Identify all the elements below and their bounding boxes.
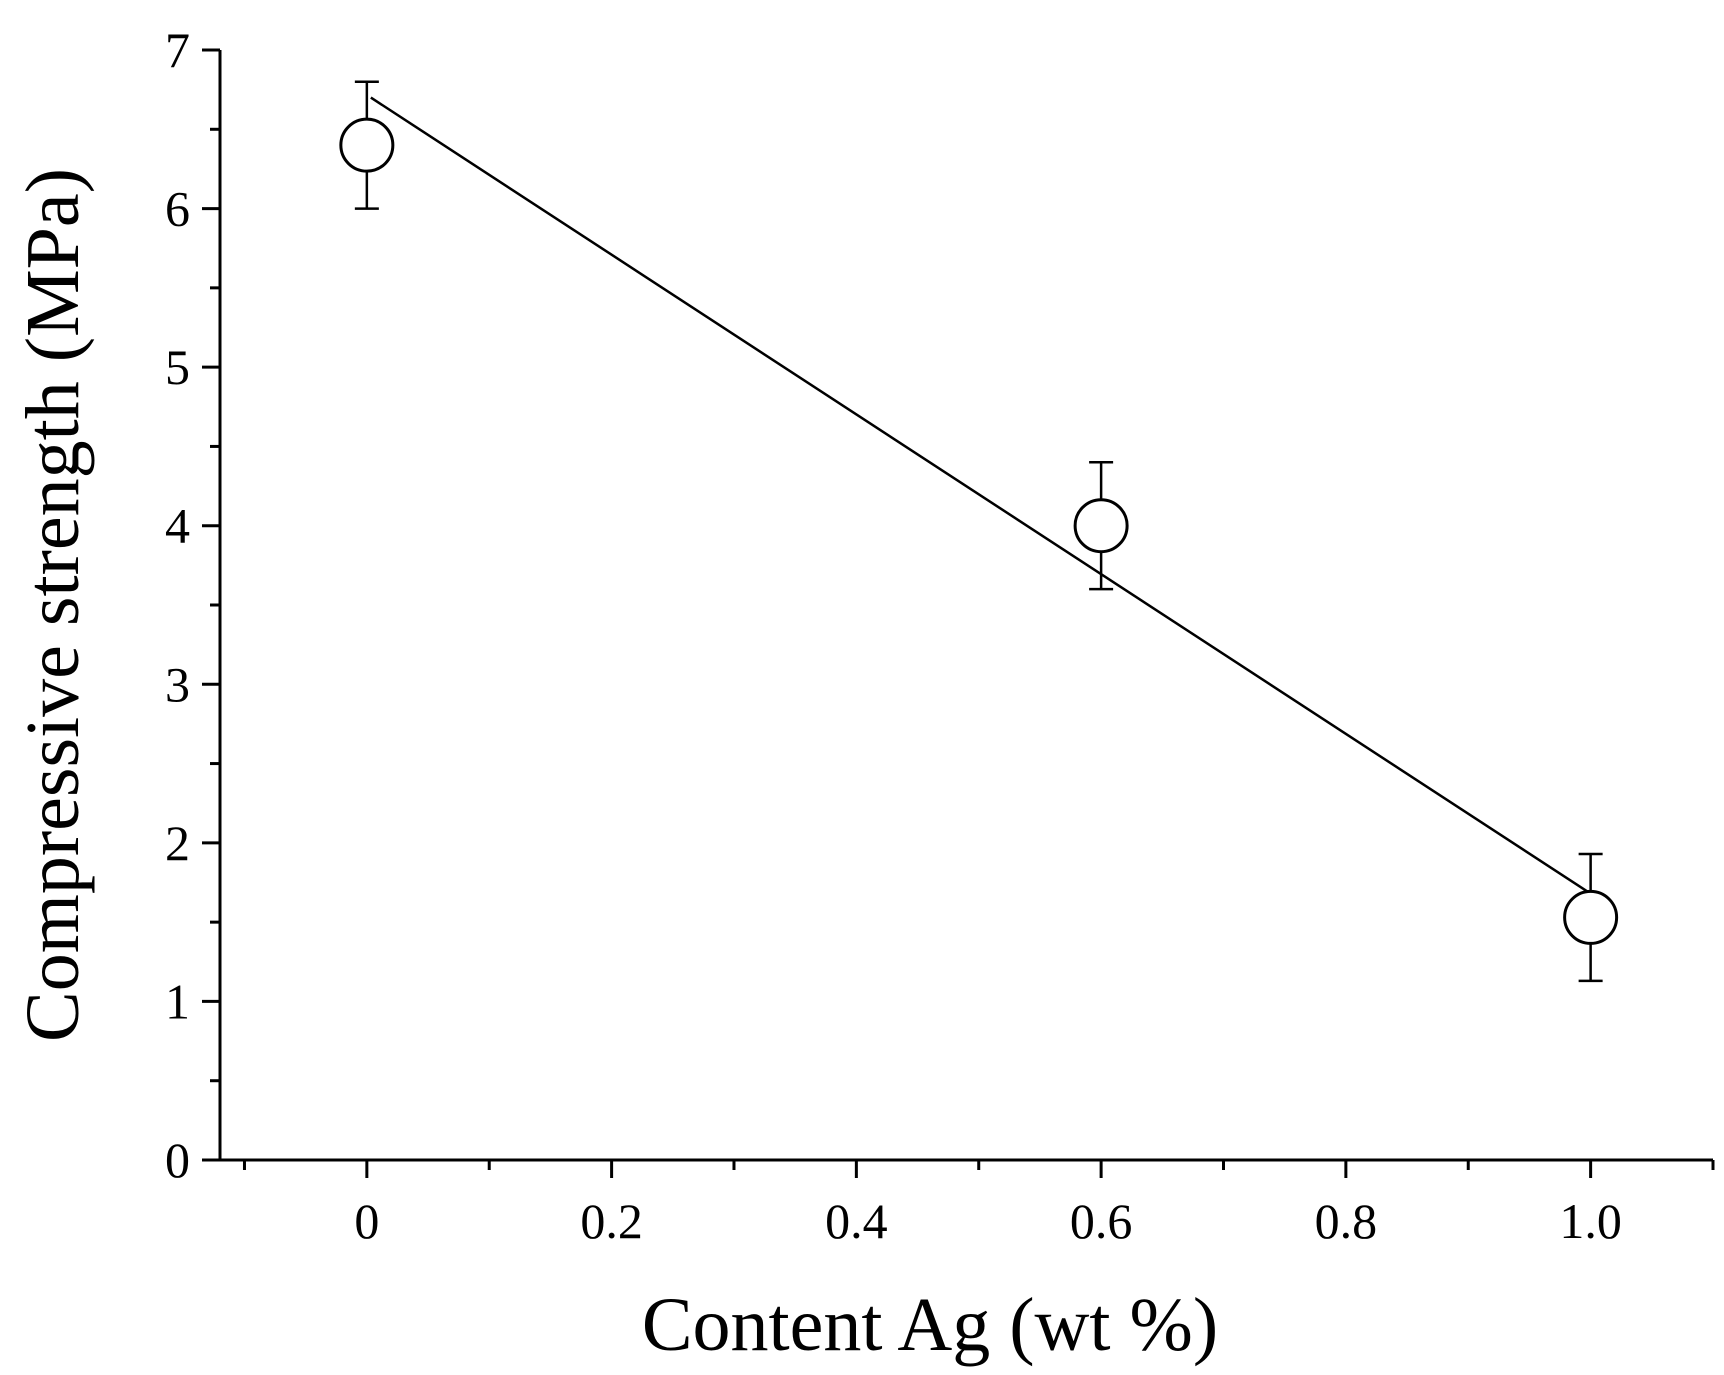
y-tick-label: 1 — [165, 973, 190, 1029]
data-point — [1563, 889, 1619, 945]
data-point — [1073, 498, 1129, 554]
y-axis-title: Compressive strength (MPa) — [11, 168, 95, 1042]
plot-area: 0 1 2 3 4 5 6 7 0 0.2 0.4 0.6 0.8 1.0 — [165, 22, 1715, 1249]
y-tick-label: 0 — [165, 1132, 190, 1188]
y-tick-label: 6 — [165, 181, 190, 237]
y-tick-label: 7 — [165, 22, 190, 78]
x-tick-label: 0.6 — [1070, 1193, 1133, 1249]
y-tick-label: 2 — [165, 815, 190, 871]
y-tick-label: 4 — [165, 498, 190, 554]
x-tick-label: 0.8 — [1315, 1193, 1378, 1249]
y-tick-label: 5 — [165, 339, 190, 395]
x-tick-label: 1.0 — [1559, 1193, 1622, 1249]
x-tick-label: 0.2 — [580, 1193, 643, 1249]
x-tick-label: 0 — [354, 1193, 379, 1249]
x-tick-label: 0.4 — [825, 1193, 888, 1249]
y-tick-label: 3 — [165, 656, 190, 712]
data-point — [339, 117, 395, 173]
x-axis-title: Content Ag (wt %) — [642, 1283, 1218, 1367]
fit-line — [370, 96, 1592, 895]
